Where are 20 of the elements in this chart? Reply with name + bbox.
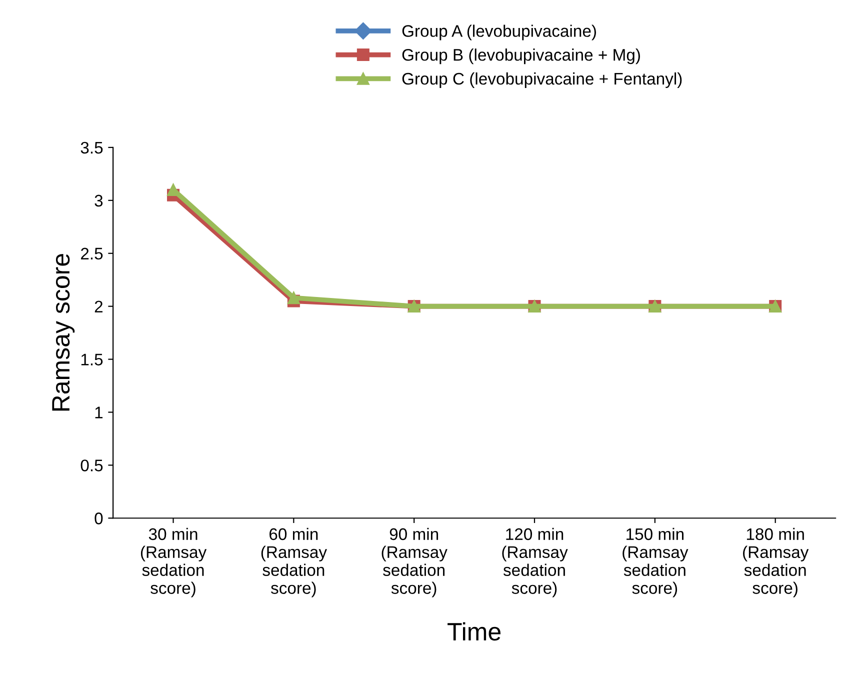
y-tick-label: 0.5 [80, 460, 103, 472]
x-axis-title: Time [448, 622, 500, 641]
y-tick-label: 2.5 [81, 248, 103, 260]
point [287, 292, 300, 304]
legend-label: Group B (levobupivacaine + Mg) [402, 48, 640, 64]
y-tick-label: 0 [94, 512, 103, 524]
legend-label: Group C (levobupivacaine + Fentanyl) [402, 72, 682, 88]
y-axis-title: Ramsay score [52, 254, 75, 411]
y-tick-label: 3.5 [80, 142, 103, 154]
x-tick-label: 60 min (Ramsay sedation score) [261, 528, 327, 598]
x-tick-label: 150 min (Ramsay sedation score) [622, 528, 688, 598]
x-tick-label: 90 min (Ramsay sedation score) [382, 528, 448, 598]
y-tick-label: 1.5 [81, 354, 103, 366]
legend-label: Group A (levobupivacaine) [402, 24, 596, 40]
x-tick-label: 180 min (Ramsay sedation score) [743, 528, 809, 598]
y-tick-label: 2 [94, 300, 102, 312]
x-tick-label: 30 min (Ramsay sedation score) [140, 528, 207, 598]
y-tick-label: 3 [94, 194, 103, 207]
x-tick-label: 120 min (Ramsay sedation score) [502, 528, 568, 598]
y-tick-label: 1 [95, 406, 103, 418]
